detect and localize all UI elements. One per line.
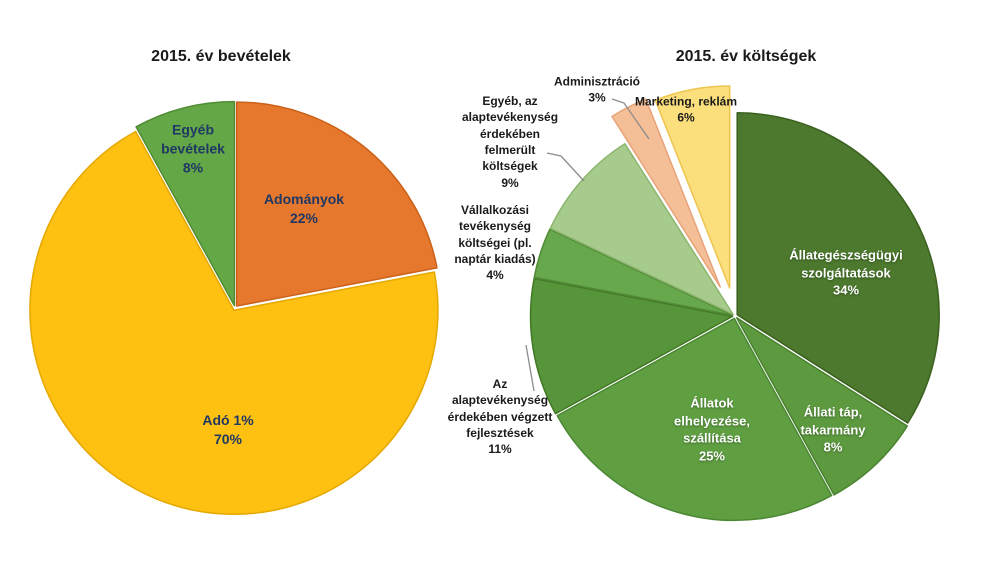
slice-vallalkozasi: [533, 228, 734, 316]
leader-fejlesztesek: [525, 344, 535, 392]
costs-chart-title: 2015. év költségek: [675, 48, 817, 65]
slice-adminisztracio: [611, 98, 721, 288]
slice-allatok-elhelyezese: [556, 317, 833, 522]
slice-allategeszsegugyi: [736, 112, 940, 424]
leader-egyeb-koltsegek: [546, 152, 585, 182]
slice-egyeb-bevetelek: [135, 100, 236, 307]
slice-fejlesztesek: [529, 277, 734, 415]
leader-adminisztracio: [611, 98, 650, 140]
slice-allati-tap: [735, 317, 909, 496]
slice-ado-1-szazalek: [29, 130, 439, 515]
slice-egyeb-koltsegek: [549, 143, 734, 316]
slice-marketing: [654, 85, 731, 289]
revenues-chart-title: 2015. év bevételek: [151, 48, 291, 65]
slice-adomanyok: [235, 101, 438, 307]
